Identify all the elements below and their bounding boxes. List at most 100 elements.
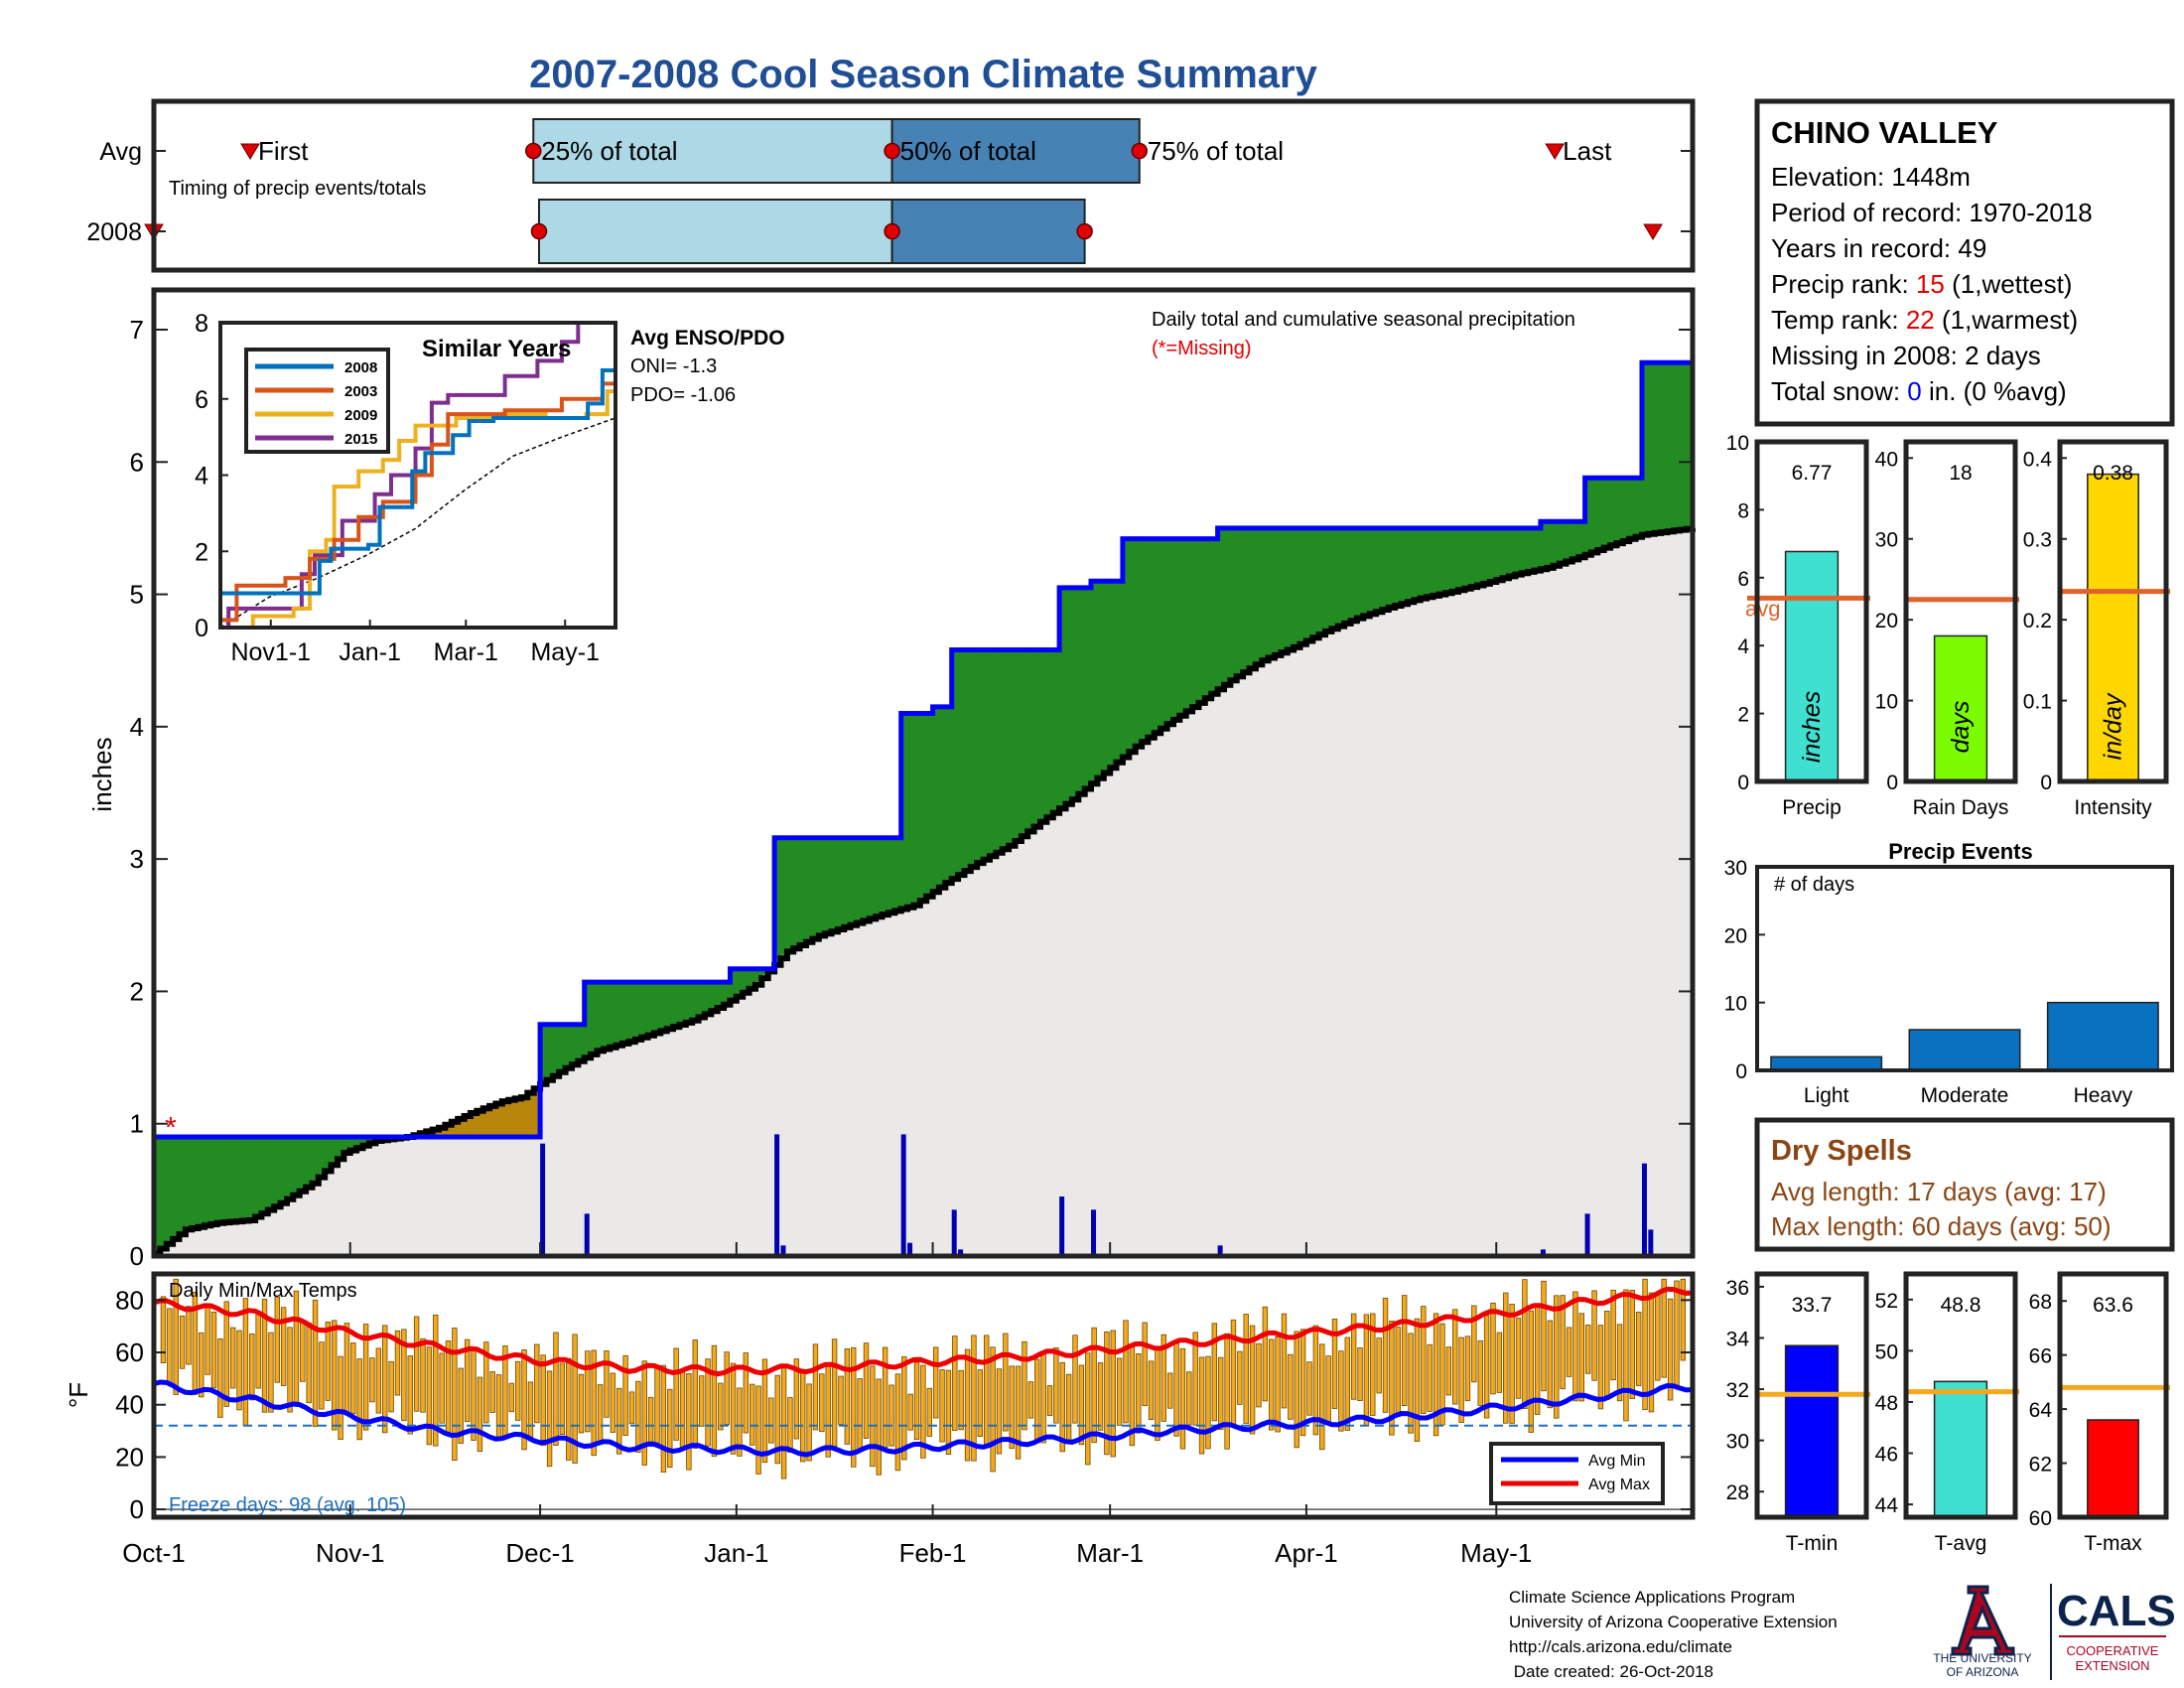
above-average-fill	[597, 982, 605, 1051]
daily-temp-bar	[1667, 1298, 1674, 1401]
above-average-fill	[919, 713, 927, 899]
daily-temp-bar	[1065, 1373, 1072, 1443]
tmax-ytick-label: 68	[2029, 1291, 2052, 1314]
daily-temp-bar	[1256, 1342, 1262, 1408]
above-average-fill	[1376, 527, 1384, 612]
daily-temp-bar	[332, 1320, 338, 1431]
daily-temp-bar	[901, 1356, 907, 1461]
above-average-fill	[299, 1137, 307, 1190]
above-average-fill	[1287, 527, 1295, 649]
above-average-fill	[1622, 478, 1630, 540]
timing-frame	[151, 98, 1696, 273]
daily-temp-bar	[1288, 1353, 1294, 1420]
daily-temp-bar	[718, 1382, 724, 1431]
above-average-fill	[774, 837, 782, 962]
daily-temp-bar	[907, 1393, 913, 1431]
daily-temp-bar	[1198, 1356, 1205, 1455]
below-average-fill	[508, 1099, 516, 1138]
daily-temp-bar	[1522, 1279, 1528, 1410]
above-average-fill	[546, 1024, 554, 1078]
ua-logo-bottom: OF ARIZONA	[1947, 1665, 2019, 1679]
above-average-fill	[647, 982, 655, 1035]
daily-temp-bar	[888, 1384, 894, 1447]
tavg-xlabel: T-avg	[1935, 1532, 1987, 1555]
daily-temp-bar	[1610, 1289, 1616, 1381]
daily-temp-bar	[844, 1348, 851, 1445]
daily-temp-bar	[1136, 1352, 1142, 1434]
above-average-fill	[1331, 527, 1339, 628]
above-average-fill	[1243, 527, 1251, 671]
daily-temp-bar	[1091, 1327, 1097, 1444]
above-average-fill	[1521, 527, 1529, 573]
daily-temp-bar	[1528, 1310, 1534, 1433]
above-average-fill	[1509, 527, 1516, 576]
below-average-fill	[520, 1094, 528, 1138]
above-average-fill	[1305, 527, 1313, 639]
above-average-fill	[951, 649, 959, 878]
daily-temp-bar	[1319, 1343, 1325, 1451]
daily-temp-bar	[1186, 1371, 1192, 1426]
precip-frame	[1754, 439, 1869, 784]
daily-temp-bar	[1629, 1289, 1636, 1399]
daily-precip-bar	[1540, 1249, 1546, 1256]
above-average-fill	[1129, 538, 1137, 750]
above-average-fill	[1496, 527, 1504, 580]
daily-temp-bar	[825, 1363, 831, 1458]
above-average-fill	[1255, 527, 1263, 663]
daily-temp-bar	[1584, 1325, 1591, 1374]
above-average-fill	[1382, 527, 1390, 609]
above-average-fill	[1154, 538, 1161, 731]
above-average-fill	[1040, 649, 1047, 820]
daily-temp-bar	[1009, 1365, 1015, 1450]
daily-temp-bar	[585, 1350, 591, 1433]
similar-years-inset: 0 2 4 6 8 Nov1-1 Jan-1 Mar-1 May-1 Similar Years…	[195, 310, 617, 666]
daily-temp-bar	[1166, 1372, 1173, 1409]
above-average-fill	[166, 1137, 174, 1242]
tmin-bar	[1784, 1344, 1840, 1518]
below-average-fill	[464, 1114, 472, 1138]
daily-temp-bar	[1382, 1297, 1389, 1413]
above-average-fill	[198, 1137, 205, 1227]
daily-temp-bar	[1350, 1313, 1357, 1400]
station-elevation: Elevation: 1448m	[1771, 162, 1971, 192]
station-years: Years in record: 49	[1771, 233, 1986, 263]
intensity-xlabel: Intensity	[2074, 796, 2152, 819]
station-period: Period of record: 1970-2018	[1771, 198, 2093, 227]
above-average-fill	[876, 837, 884, 916]
above-average-fill	[1648, 362, 1656, 534]
above-average-fill	[698, 982, 706, 1016]
intensity-unit-label: in/day	[2100, 692, 2127, 760]
above-average-fill	[1451, 527, 1459, 592]
timing-y2008-last-marker	[1643, 223, 1663, 240]
tmax-frame	[2057, 1271, 2169, 1520]
daily-temp-bar	[514, 1360, 521, 1421]
precip-events-title: Precip Events	[1888, 839, 2033, 864]
enso-pdo: PDO= -1.06	[630, 384, 736, 406]
daily-temp-bar	[464, 1338, 471, 1423]
above-average-fill	[356, 1137, 364, 1148]
daily-precip-bar	[584, 1213, 590, 1256]
above-average-fill	[958, 649, 966, 874]
date-axis-label: Apr-1	[1275, 1538, 1338, 1568]
precip-ytick-label: 2	[1737, 704, 1749, 727]
tmax-ytick-label: 64	[2029, 1399, 2053, 1422]
footer-line-3: http://cals.arizona.edu/climate	[1509, 1637, 1732, 1656]
above-average-fill	[1110, 581, 1118, 766]
above-average-fill	[1528, 527, 1536, 572]
daily-temp-bar	[534, 1343, 540, 1424]
main-ytick-label: 2	[130, 976, 144, 1006]
daily-temp-bar	[1110, 1330, 1116, 1458]
above-average-fill	[229, 1137, 237, 1222]
above-average-fill	[1275, 527, 1282, 654]
above-average-fill	[724, 982, 732, 1003]
daily-temp-bar	[964, 1348, 971, 1462]
tmin-frame	[1754, 1271, 1869, 1520]
main-title: Daily total and cumulative seasonal prec…	[1152, 309, 1575, 331]
above-average-fill	[1135, 538, 1143, 745]
precip-events-ytick-label: 10	[1724, 993, 1747, 1016]
tmin-ytick-label: 28	[1726, 1481, 1749, 1504]
tavg-bar	[1933, 1380, 1988, 1518]
daily-temp-bar	[192, 1291, 199, 1395]
daily-temp-bar	[780, 1365, 787, 1479]
rain_days-xlabel: Rain Days	[1913, 796, 2009, 819]
